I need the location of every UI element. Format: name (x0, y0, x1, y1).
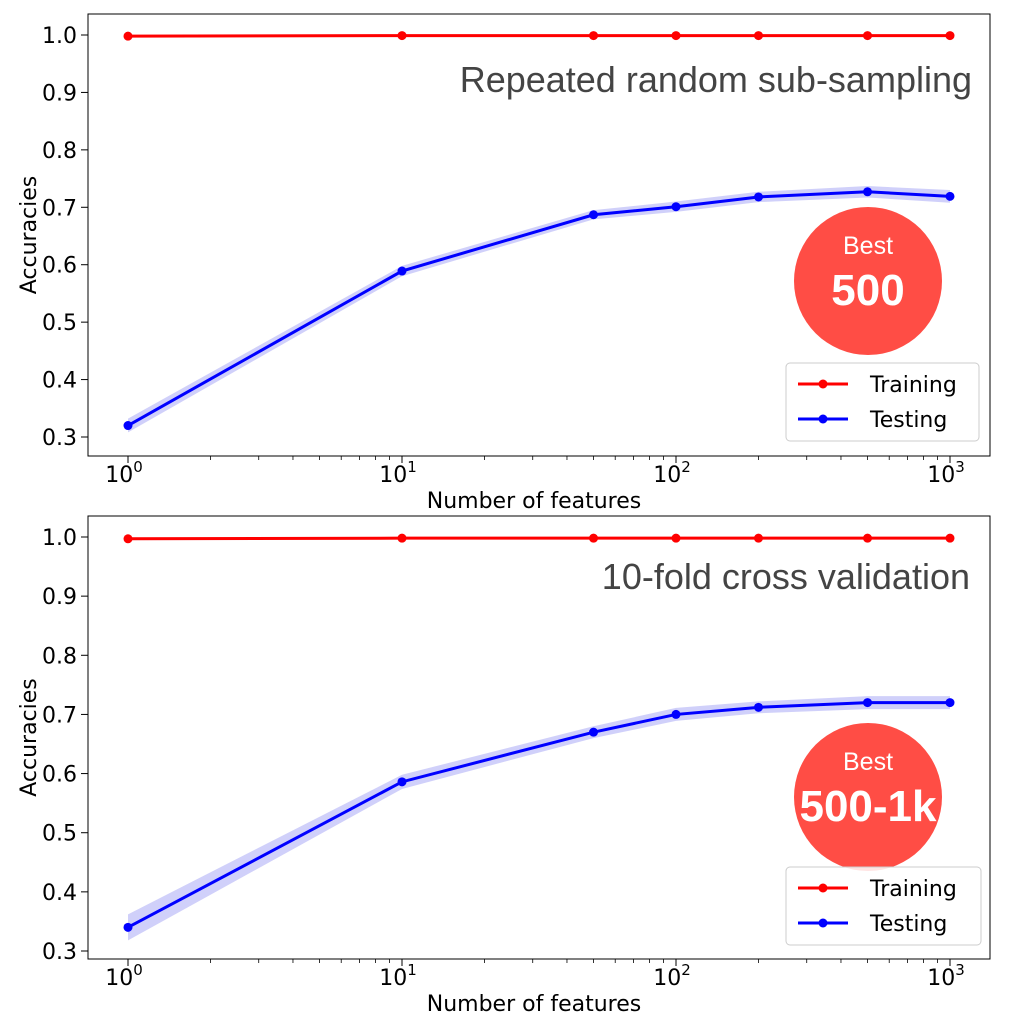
y-tick-label: 0.6 (42, 763, 77, 788)
y-tick-label: 1.0 (42, 24, 77, 49)
y-axis-label: Accuracies (17, 678, 42, 797)
testing-confidence-band (128, 186, 950, 433)
x-tick-label: 102 (653, 961, 691, 991)
x-tick-label: 101 (379, 961, 417, 991)
testing-point (123, 922, 133, 932)
best-badge-label: Best (843, 232, 893, 260)
legend-label-training: Training (869, 373, 957, 398)
training-line (127, 536, 950, 541)
x-tick-exponent: 1 (407, 458, 417, 476)
legend-label-testing: Testing (869, 912, 947, 937)
y-tick-label: 0.4 (42, 881, 77, 906)
training-point (671, 533, 681, 543)
x-tick-exponent: 2 (681, 458, 691, 476)
y-tick-label: 0.3 (42, 940, 77, 965)
training-point (123, 31, 133, 41)
best-badge-value: 500 (831, 266, 904, 315)
testing-point (123, 421, 133, 431)
x-tick-base: 10 (653, 463, 681, 488)
y-tick-label: 0.9 (42, 585, 77, 610)
x-tick-label: 100 (105, 458, 143, 488)
x-tick-base: 10 (379, 463, 407, 488)
y-tick-label: 0.8 (42, 139, 77, 164)
training-point (123, 534, 133, 544)
x-tick-base: 10 (927, 463, 955, 488)
testing-point (397, 777, 407, 787)
training-point (863, 31, 873, 41)
training-point (863, 533, 873, 543)
testing-point (863, 698, 873, 708)
testing-point (671, 202, 681, 212)
panel-title: Repeated random sub-sampling (460, 59, 972, 100)
x-tick-base: 10 (105, 463, 133, 488)
legend-marker-training (818, 379, 828, 389)
x-tick-exponent: 1 (407, 961, 417, 979)
legend-marker-testing (818, 918, 828, 928)
x-tick-base: 10 (653, 966, 681, 991)
best-badge-value: 500-1k (799, 782, 937, 831)
testing-point (753, 192, 763, 202)
x-tick-exponent: 3 (955, 961, 965, 979)
training-point (589, 533, 599, 543)
training-point (671, 31, 681, 41)
x-tick-label: 103 (927, 961, 965, 991)
y-tick-label: 0.3 (42, 426, 77, 451)
x-tick-label: 101 (379, 458, 417, 488)
x-tick-exponent: 2 (681, 961, 691, 979)
x-tick-label: 100 (105, 961, 143, 991)
x-tick-base: 10 (105, 966, 133, 991)
y-tick-label: 0.5 (42, 822, 77, 847)
x-tick-exponent: 0 (133, 458, 143, 476)
legend-marker-testing (818, 414, 828, 424)
x-tick-label: 103 (927, 458, 965, 488)
training-point (753, 533, 763, 543)
y-tick-label: 0.8 (42, 644, 77, 669)
legend-marker-training (818, 883, 828, 893)
training-point (589, 31, 599, 41)
testing-point (671, 709, 681, 719)
plot-frame (87, 13, 991, 457)
plot-frame (87, 515, 991, 960)
y-axis-label: Accuracies (17, 176, 42, 295)
testing-point (945, 698, 955, 708)
y-tick-label: 0.6 (42, 254, 77, 279)
testing-point (397, 266, 407, 276)
best-badge-label: Best (843, 748, 893, 776)
best-badge (794, 723, 942, 871)
y-tick-label: 0.4 (42, 369, 77, 394)
training-point (397, 31, 407, 41)
x-axis-label: Number of features (427, 489, 641, 514)
x-axis-label: Number of features (427, 992, 641, 1017)
testing-point (589, 210, 599, 220)
y-tick-label: 0.7 (42, 703, 77, 728)
panel-title: 10-fold cross validation (602, 556, 970, 597)
x-tick-exponent: 0 (133, 961, 143, 979)
y-tick-label: 0.7 (42, 196, 77, 221)
training-point (945, 533, 955, 543)
y-tick-label: 0.9 (42, 81, 77, 106)
x-tick-exponent: 3 (955, 458, 965, 476)
testing-point (589, 727, 599, 737)
x-tick-base: 10 (927, 966, 955, 991)
x-tick-label: 102 (653, 458, 691, 488)
training-point (945, 31, 955, 41)
x-tick-base: 10 (379, 966, 407, 991)
y-tick-label: 1.0 (42, 526, 77, 551)
training-point (753, 31, 763, 41)
training-line (127, 34, 950, 38)
y-tick-label: 0.5 (42, 311, 77, 336)
testing-point (863, 187, 873, 197)
legend-label-testing: Testing (869, 408, 947, 433)
training-point (397, 533, 407, 543)
testing-point (753, 702, 763, 712)
testing-point (945, 191, 955, 201)
best-badge (794, 207, 942, 355)
legend-label-training: Training (869, 877, 957, 902)
